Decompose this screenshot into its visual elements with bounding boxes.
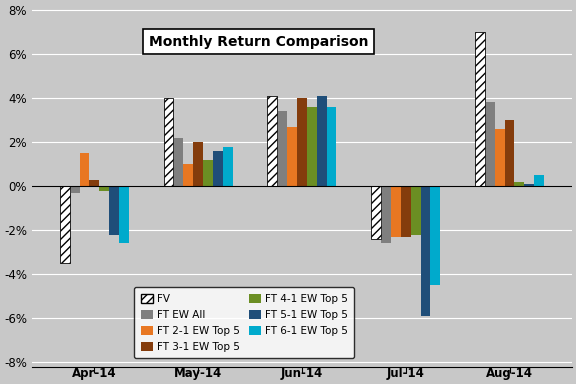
Bar [287, 127, 297, 186]
Bar [371, 186, 381, 239]
Bar [70, 186, 79, 193]
Bar [485, 103, 495, 186]
Text: Jul-14: Jul-14 [387, 367, 425, 380]
Bar [401, 186, 411, 237]
Bar [475, 32, 485, 186]
Bar [119, 186, 129, 243]
Bar [317, 96, 327, 186]
Bar [381, 186, 391, 243]
Bar [267, 96, 277, 186]
Bar [297, 98, 307, 186]
Bar [514, 182, 524, 186]
Bar [164, 98, 173, 186]
Bar [89, 180, 99, 186]
Bar [371, 186, 381, 239]
Bar [109, 186, 119, 235]
Text: Jun-14: Jun-14 [281, 367, 323, 380]
Legend: FV, FT EW All, FT 2-1 EW Top 5, FT 3-1 EW Top 5, FT 4-1 EW Top 5, FT 5-1 EW Top : FV, FT EW All, FT 2-1 EW Top 5, FT 3-1 E… [134, 287, 354, 358]
Bar [267, 96, 277, 186]
Bar [60, 186, 70, 263]
Bar [99, 186, 109, 190]
Text: May-14: May-14 [174, 367, 222, 380]
Bar [79, 153, 89, 186]
Bar [430, 186, 440, 285]
Bar [327, 107, 336, 186]
Text: Aug-14: Aug-14 [486, 367, 533, 380]
Bar [524, 184, 534, 186]
Bar [391, 186, 401, 237]
Text: Apr-14: Apr-14 [72, 367, 116, 380]
Bar [534, 175, 544, 186]
Bar [475, 32, 485, 186]
Bar [420, 186, 430, 316]
Bar [505, 120, 514, 186]
Bar [203, 160, 213, 186]
Bar [223, 147, 233, 186]
Text: Monthly Return Comparison: Monthly Return Comparison [149, 35, 369, 49]
Bar [307, 107, 317, 186]
Bar [183, 164, 193, 186]
Bar [193, 142, 203, 186]
Bar [60, 186, 70, 263]
Bar [277, 111, 287, 186]
Bar [411, 186, 420, 235]
Bar [213, 151, 223, 186]
Bar [173, 138, 183, 186]
Bar [164, 98, 173, 186]
Bar [495, 129, 505, 186]
